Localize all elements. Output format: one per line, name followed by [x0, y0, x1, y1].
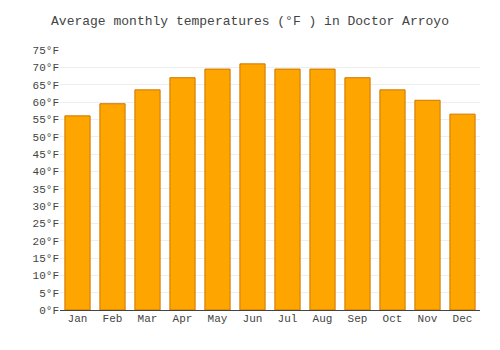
svg-text:0°F: 0°F	[39, 305, 59, 317]
svg-text:Dec: Dec	[453, 313, 473, 325]
svg-text:55°F: 55°F	[33, 114, 59, 126]
svg-text:Apr: Apr	[173, 313, 193, 325]
svg-text:5°F: 5°F	[39, 288, 59, 300]
svg-text:Jun: Jun	[243, 313, 263, 325]
svg-text:Aug: Aug	[313, 313, 333, 325]
svg-text:Feb: Feb	[103, 313, 123, 325]
svg-text:25°F: 25°F	[33, 218, 59, 230]
svg-text:Average monthly temperatures (: Average monthly temperatures (°F ) in Do…	[51, 14, 449, 29]
svg-text:75°F: 75°F	[33, 45, 59, 57]
svg-text:May: May	[208, 313, 228, 325]
svg-text:50°F: 50°F	[33, 132, 59, 144]
svg-text:10°F: 10°F	[33, 270, 59, 282]
svg-text:60°F: 60°F	[33, 97, 59, 109]
svg-text:40°F: 40°F	[33, 166, 59, 178]
svg-text:70°F: 70°F	[33, 62, 59, 74]
svg-text:35°F: 35°F	[33, 184, 59, 196]
svg-text:15°F: 15°F	[33, 253, 59, 265]
svg-text:65°F: 65°F	[33, 80, 59, 92]
svg-text:Jan: Jan	[68, 313, 88, 325]
svg-text:Sep: Sep	[348, 313, 368, 325]
svg-text:Oct: Oct	[383, 313, 403, 325]
svg-text:45°F: 45°F	[33, 149, 59, 161]
svg-text:Mar: Mar	[138, 313, 158, 325]
svg-text:Nov: Nov	[418, 313, 438, 325]
svg-text:Jul: Jul	[278, 313, 298, 325]
svg-text:30°F: 30°F	[33, 201, 59, 213]
svg-text:20°F: 20°F	[33, 236, 59, 248]
